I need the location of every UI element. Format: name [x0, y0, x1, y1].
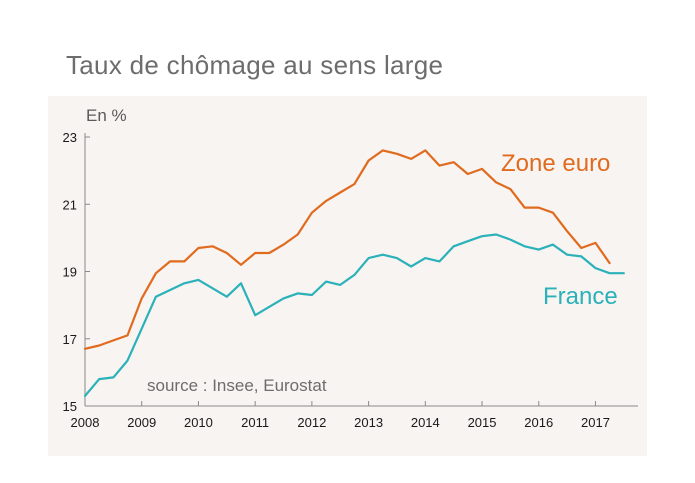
x-tick-label: 2017	[581, 415, 610, 430]
x-tick-label: 2008	[71, 415, 100, 430]
x-tick-label: 2011	[241, 415, 269, 430]
y-axis-unit-label: En %	[86, 106, 127, 125]
y-tick-label: 23	[63, 130, 77, 145]
x-tick-label: 2012	[297, 415, 326, 430]
chart-series	[83, 149, 625, 397]
y-tick-label: 17	[63, 332, 77, 347]
x-tick-label: 2014	[411, 415, 440, 430]
source-note: source : Insee, Eurostat	[147, 376, 327, 395]
y-tick-label: 19	[63, 265, 77, 280]
series-line-zone-euro	[83, 149, 611, 350]
chart-panel: 15 17 19 21 23 2008 2009 2010 2011 2012 2013 2014 20…	[48, 96, 647, 456]
x-tick-label: 2016	[524, 415, 553, 430]
series-label-zone-euro: Zone euro	[501, 150, 610, 177]
series-line-france	[83, 233, 625, 397]
y-tick-label: 21	[63, 197, 77, 212]
chart-labels: En % source : Insee, Eurostat Zone euro …	[86, 106, 618, 395]
series-label-france: France	[543, 283, 618, 310]
x-tick-label: 2010	[184, 415, 213, 430]
y-tick-label: 15	[63, 399, 77, 414]
x-tick-label: 2009	[127, 415, 156, 430]
line-chart: 15 17 19 21 23 2008 2009 2010 2011 2012 2013 2014 20…	[63, 106, 638, 430]
x-tick-label: 2013	[354, 415, 383, 430]
x-tick-label: 2015	[468, 415, 497, 430]
page-title: Taux de chômage au sens large	[66, 50, 444, 80]
chart-axes: 15 17 19 21 23 2008 2009 2010 2011 2012 2013 2014 20…	[63, 130, 638, 430]
